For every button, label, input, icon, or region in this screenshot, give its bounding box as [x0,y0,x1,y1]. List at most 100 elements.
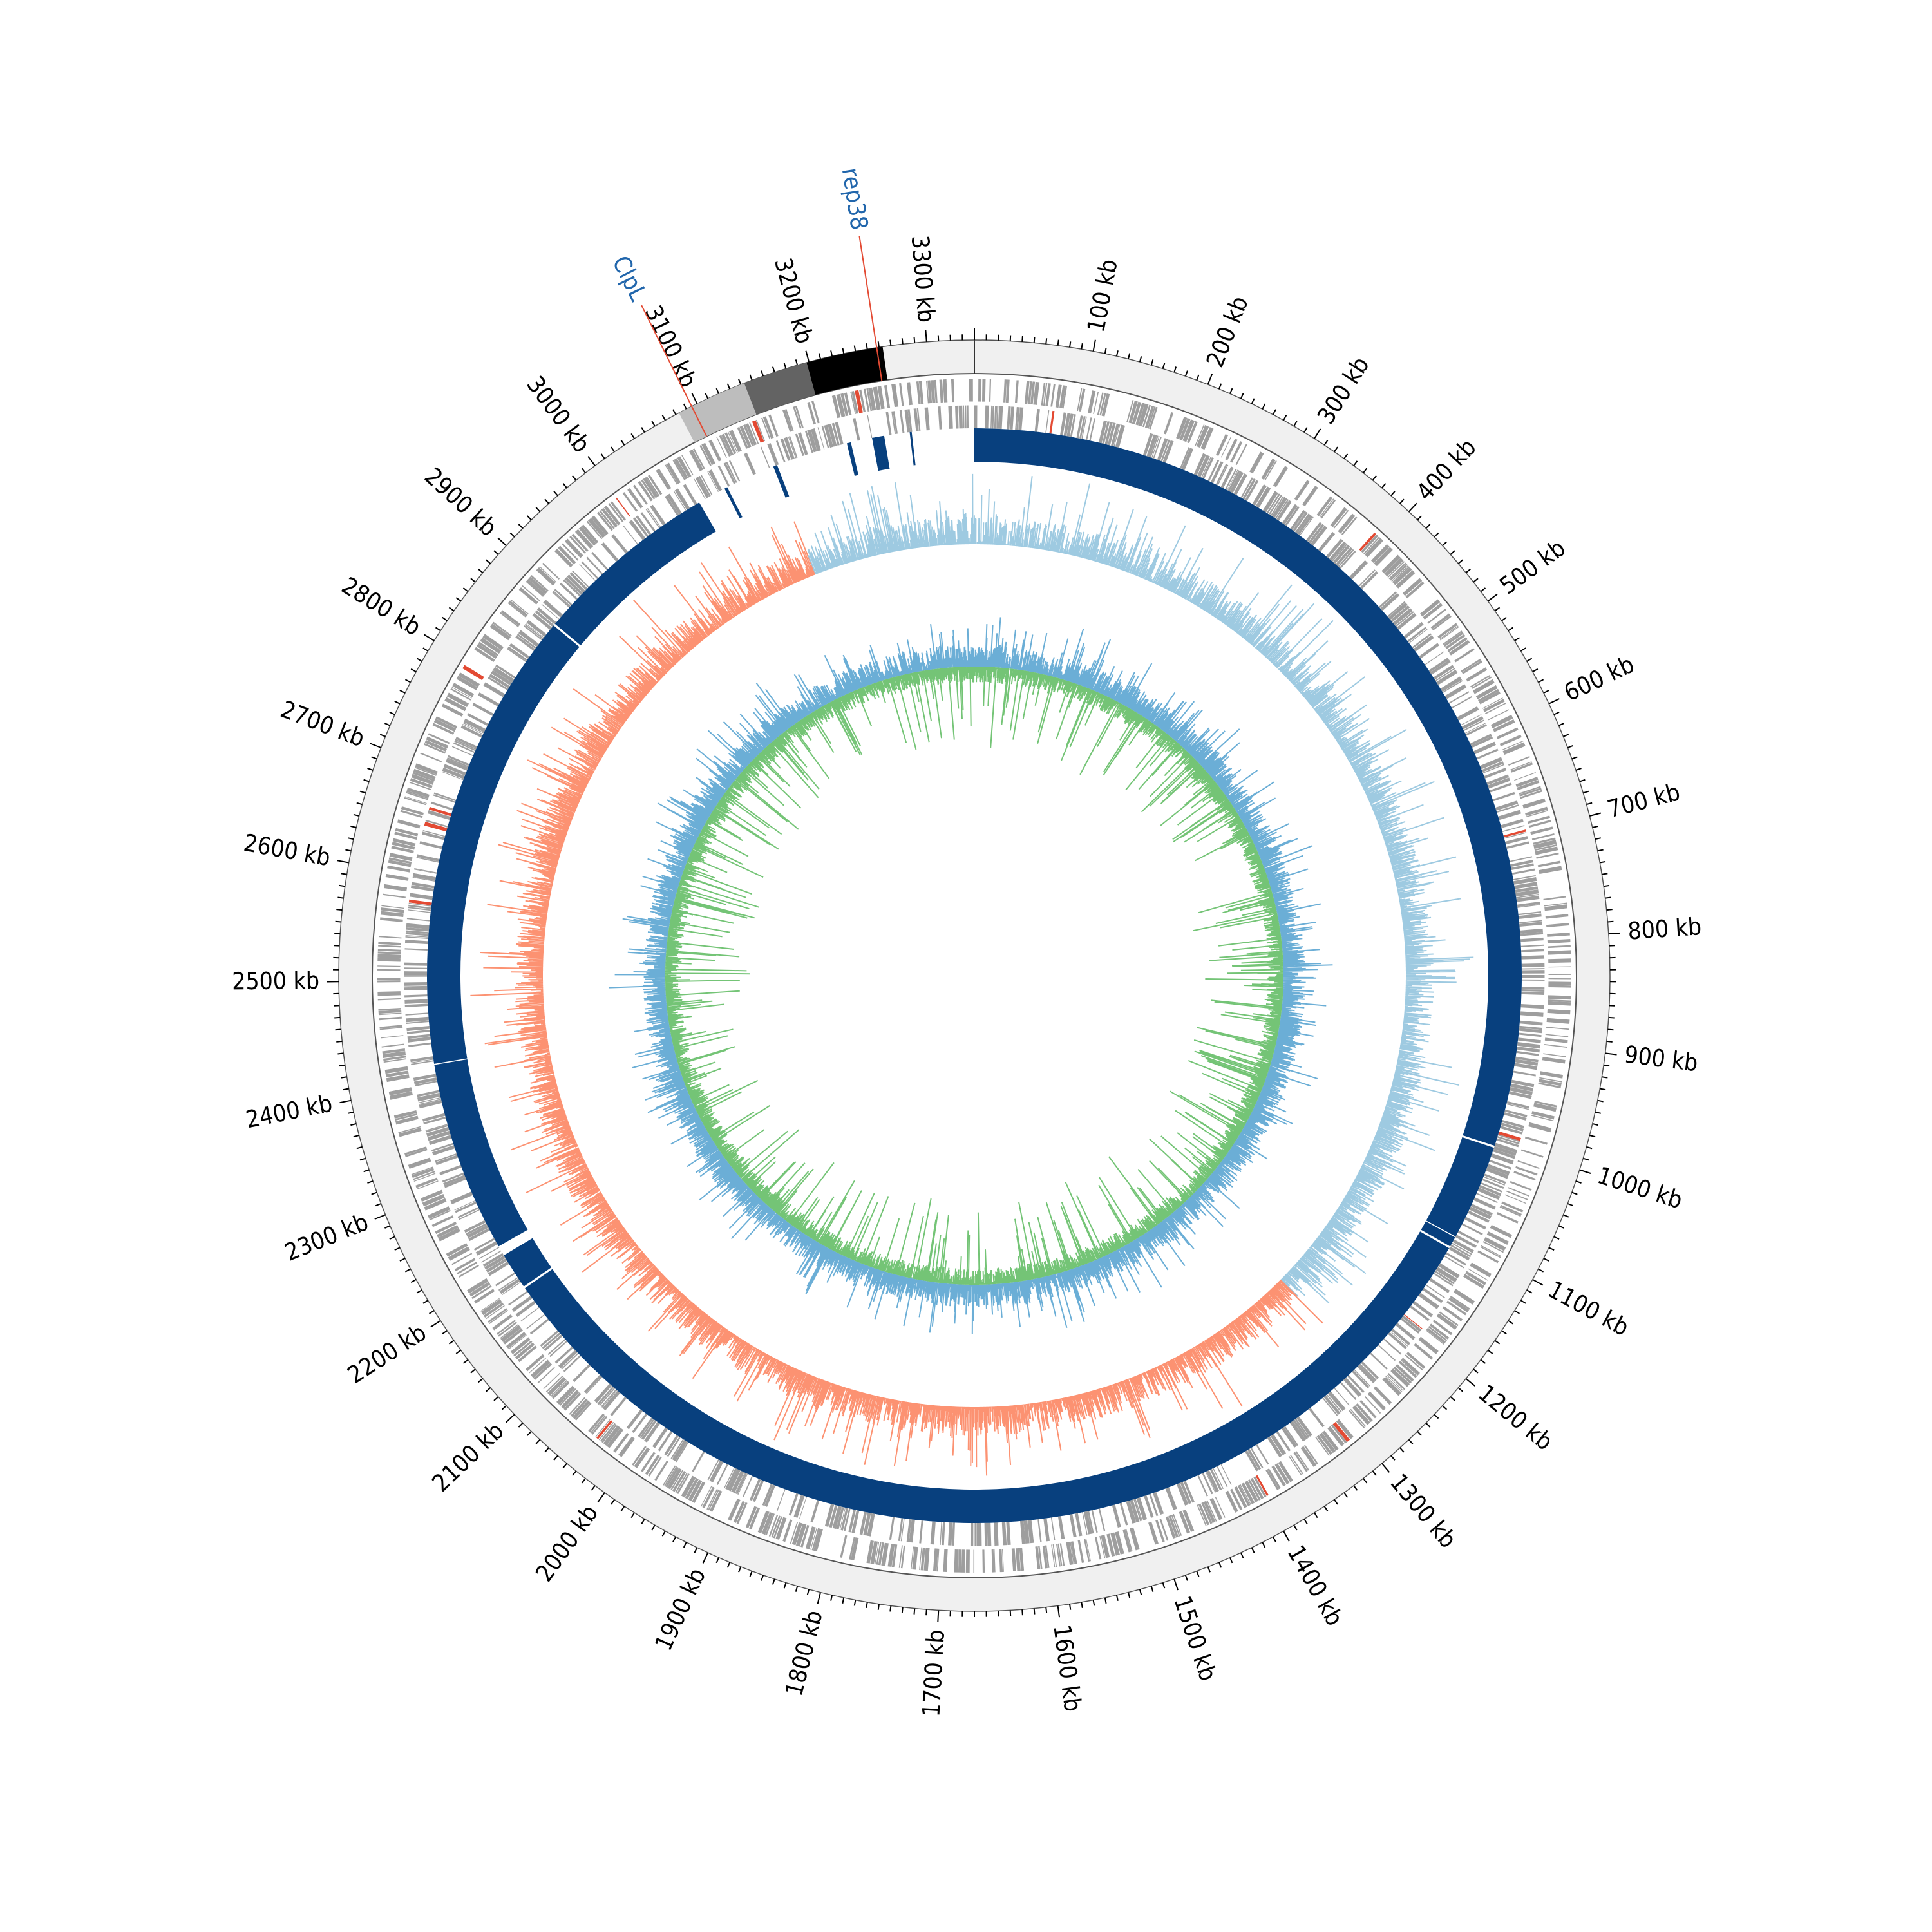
gene-feature [1525,806,1548,816]
gene-feature [552,591,570,608]
gene-feature [1256,1444,1269,1465]
gene-feature [965,1549,970,1573]
gene-feature [1520,790,1542,799]
gene-feature [731,1470,744,1493]
scale-label: 800 kb [1627,913,1702,945]
gene-feature [492,1314,513,1331]
gene-feature [1059,1543,1065,1566]
gene-feature [1035,1546,1041,1569]
gene-feature [719,435,731,457]
gene-feature [533,1363,553,1380]
gene-feature [1488,777,1511,789]
gene-feature [1455,1235,1477,1249]
gene-feature [1496,804,1519,813]
gene-feature [745,1506,757,1529]
gene-feature [1198,1503,1210,1526]
gene-feature [1520,937,1544,942]
gene-feature [958,1549,961,1573]
gene-feature [639,1419,655,1439]
gene-feature [1448,1297,1470,1312]
gene-feature [413,1171,435,1180]
gene-feature [1050,384,1056,407]
gene-feature [590,1415,606,1434]
scale-label: 2500 kb [232,967,319,995]
gene-feature [744,452,756,475]
gene-feature [876,1542,882,1565]
scale-label: 2000 kb [530,1500,603,1587]
gene-feature [446,1243,468,1257]
gene-feature [1513,877,1537,885]
gene-feature [1519,1028,1542,1034]
gene-feature [648,474,663,495]
gene-feature [428,733,450,744]
gene-feature [459,1209,480,1220]
gene-feature [768,414,779,437]
gene-feature [618,1436,636,1457]
gene-feature [667,1468,682,1490]
gene-feature [545,1375,564,1392]
gene-feature [1019,1548,1025,1571]
gene-feature [1088,390,1096,414]
gene-feature [569,572,588,591]
gene-feature [452,683,475,697]
gene-feature [1262,491,1278,513]
gc-content-track [608,617,1333,1334]
gene-feature [760,446,770,469]
gene-feature [748,1507,761,1530]
gene-feature [632,1446,647,1466]
gene-feature [1396,1323,1416,1340]
gene-feature [406,1025,430,1032]
gene-feature [863,1512,871,1536]
gene-feature [1215,433,1229,457]
gene-feature [1015,1548,1021,1571]
gene-feature [536,567,556,586]
gene-feature [1069,1514,1077,1538]
gene-feature [1107,422,1116,446]
gene-feature [925,380,929,404]
gene-feature [1435,1267,1457,1283]
gene-feature [456,676,478,690]
gene-feature [1115,1531,1124,1555]
scale-label: 1500 kb [1168,1593,1222,1684]
gene-feature [500,1324,519,1339]
gene-feature [1510,762,1533,773]
gene-feature [1530,826,1553,835]
gene-feature [870,1540,878,1564]
gene-feature [999,1549,1003,1573]
gene-feature [1479,1184,1502,1197]
gene-feature [1284,1426,1298,1446]
gene-feature [1227,469,1238,491]
gene-feature [1271,1465,1286,1487]
gene-feature [432,723,455,735]
contig-block-2 [744,363,816,415]
gc-skew-bar [470,521,1323,1476]
gene-feature [1320,499,1336,519]
similarity-segment [427,625,580,1064]
gene-feature [389,1091,413,1100]
gene-feature [1419,599,1441,617]
gene-feature [966,405,969,429]
gene-feature [384,884,408,892]
gene-feature [698,475,711,497]
gene-feature [930,380,936,403]
gene-feature [414,867,437,873]
gene-feature [1293,1452,1308,1472]
gene-feature [1514,1063,1538,1070]
gene-feature [547,1377,567,1396]
gene-feature [906,1519,912,1542]
gene-feature [1285,506,1300,526]
gene-feature [1461,714,1482,726]
gene-feature [489,674,510,688]
gene-feature [1402,1315,1422,1332]
gene-feature [1160,439,1171,462]
gene-feature [1119,1502,1128,1526]
gene-feature [708,469,723,492]
similarity-segment [872,435,890,471]
gene-feature [1364,1396,1381,1414]
gene-feature [813,1528,823,1552]
gene-feature [1270,1434,1287,1455]
gene-feature [413,1173,436,1182]
gene-feature [1101,393,1110,417]
gene-feature [491,670,513,686]
gene-feature [1129,1527,1140,1551]
